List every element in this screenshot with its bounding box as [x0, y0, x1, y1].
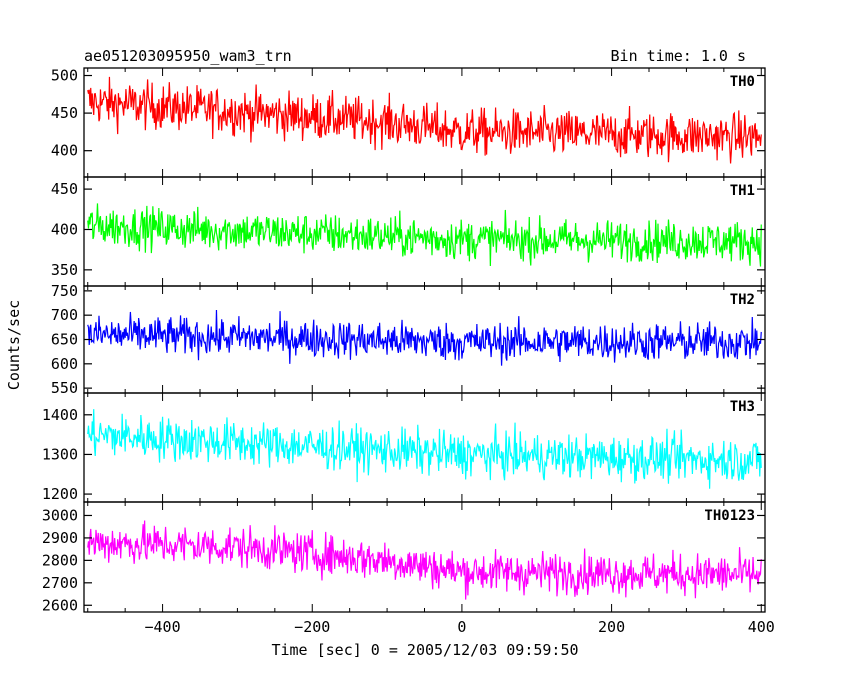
panel-label: TH3 [730, 399, 755, 415]
y-tick-label: 350 [51, 261, 78, 279]
bin-time-label: Bin time: 1.0 s [611, 47, 746, 65]
panel-th0: TH0 400 450 500 [51, 67, 766, 178]
chart-title: ae051203095950_wam3_trn [84, 47, 292, 65]
panel-label: TH0 [730, 74, 755, 90]
y-tick-label: 400 [51, 142, 78, 160]
panel-label: TH1 [730, 183, 755, 199]
series-line-th0123 [87, 520, 762, 600]
y-tick-label: 1300 [42, 445, 78, 463]
series-line-th2 [87, 310, 762, 366]
y-axis-label: Counts/sec [5, 300, 23, 390]
x-tick-label: 0 [457, 618, 466, 636]
panel-th3: TH3 1200 1300 1400 [42, 392, 766, 503]
y-tick-label: 2900 [42, 529, 78, 547]
series-line-th0 [87, 76, 762, 164]
panel-th0123: TH0123 2600 2700 2800 2900 3000 [42, 501, 766, 614]
y-tick-label: 750 [51, 282, 78, 300]
x-axis-label: Time [sec] 0 = 2005/12/03 09:59:50 [271, 641, 578, 659]
y-tick-label: 2600 [42, 596, 78, 614]
panels-group: TH0 400 450 500 TH1 350 400 450 TH2 550 600 650 700 7… [42, 67, 766, 614]
y-tick-label: 3000 [42, 506, 78, 524]
x-tick-label: −400 [145, 618, 181, 636]
y-tick-label: 450 [51, 104, 78, 122]
y-tick-label: 2700 [42, 574, 78, 592]
series-line-th1 [87, 203, 762, 267]
y-tick-label: 400 [51, 220, 78, 238]
y-tick-label: 450 [51, 180, 78, 198]
y-tick-label: 1400 [42, 406, 78, 424]
panel-th2: TH2 550 600 650 700 750 [51, 282, 766, 397]
x-tick-label: 200 [598, 618, 625, 636]
series-line-th3 [87, 409, 762, 489]
y-tick-label: 550 [51, 379, 78, 397]
x-tick-label: 400 [748, 618, 775, 636]
x-axis: −400 −200 0 200 400 [145, 618, 775, 636]
y-tick-label: 700 [51, 306, 78, 324]
x-tick-label: −200 [294, 618, 330, 636]
panel-frame [83, 501, 766, 613]
y-tick-label: 2800 [42, 551, 78, 569]
y-tick-label: 500 [51, 67, 78, 85]
y-tick-label: 650 [51, 331, 78, 349]
panel-label: TH2 [730, 292, 755, 308]
y-tick-label: 600 [51, 355, 78, 373]
y-tick-label: 1200 [42, 485, 78, 503]
panel-label: TH0123 [704, 508, 755, 524]
panel-th1: TH1 350 400 450 [51, 176, 766, 287]
